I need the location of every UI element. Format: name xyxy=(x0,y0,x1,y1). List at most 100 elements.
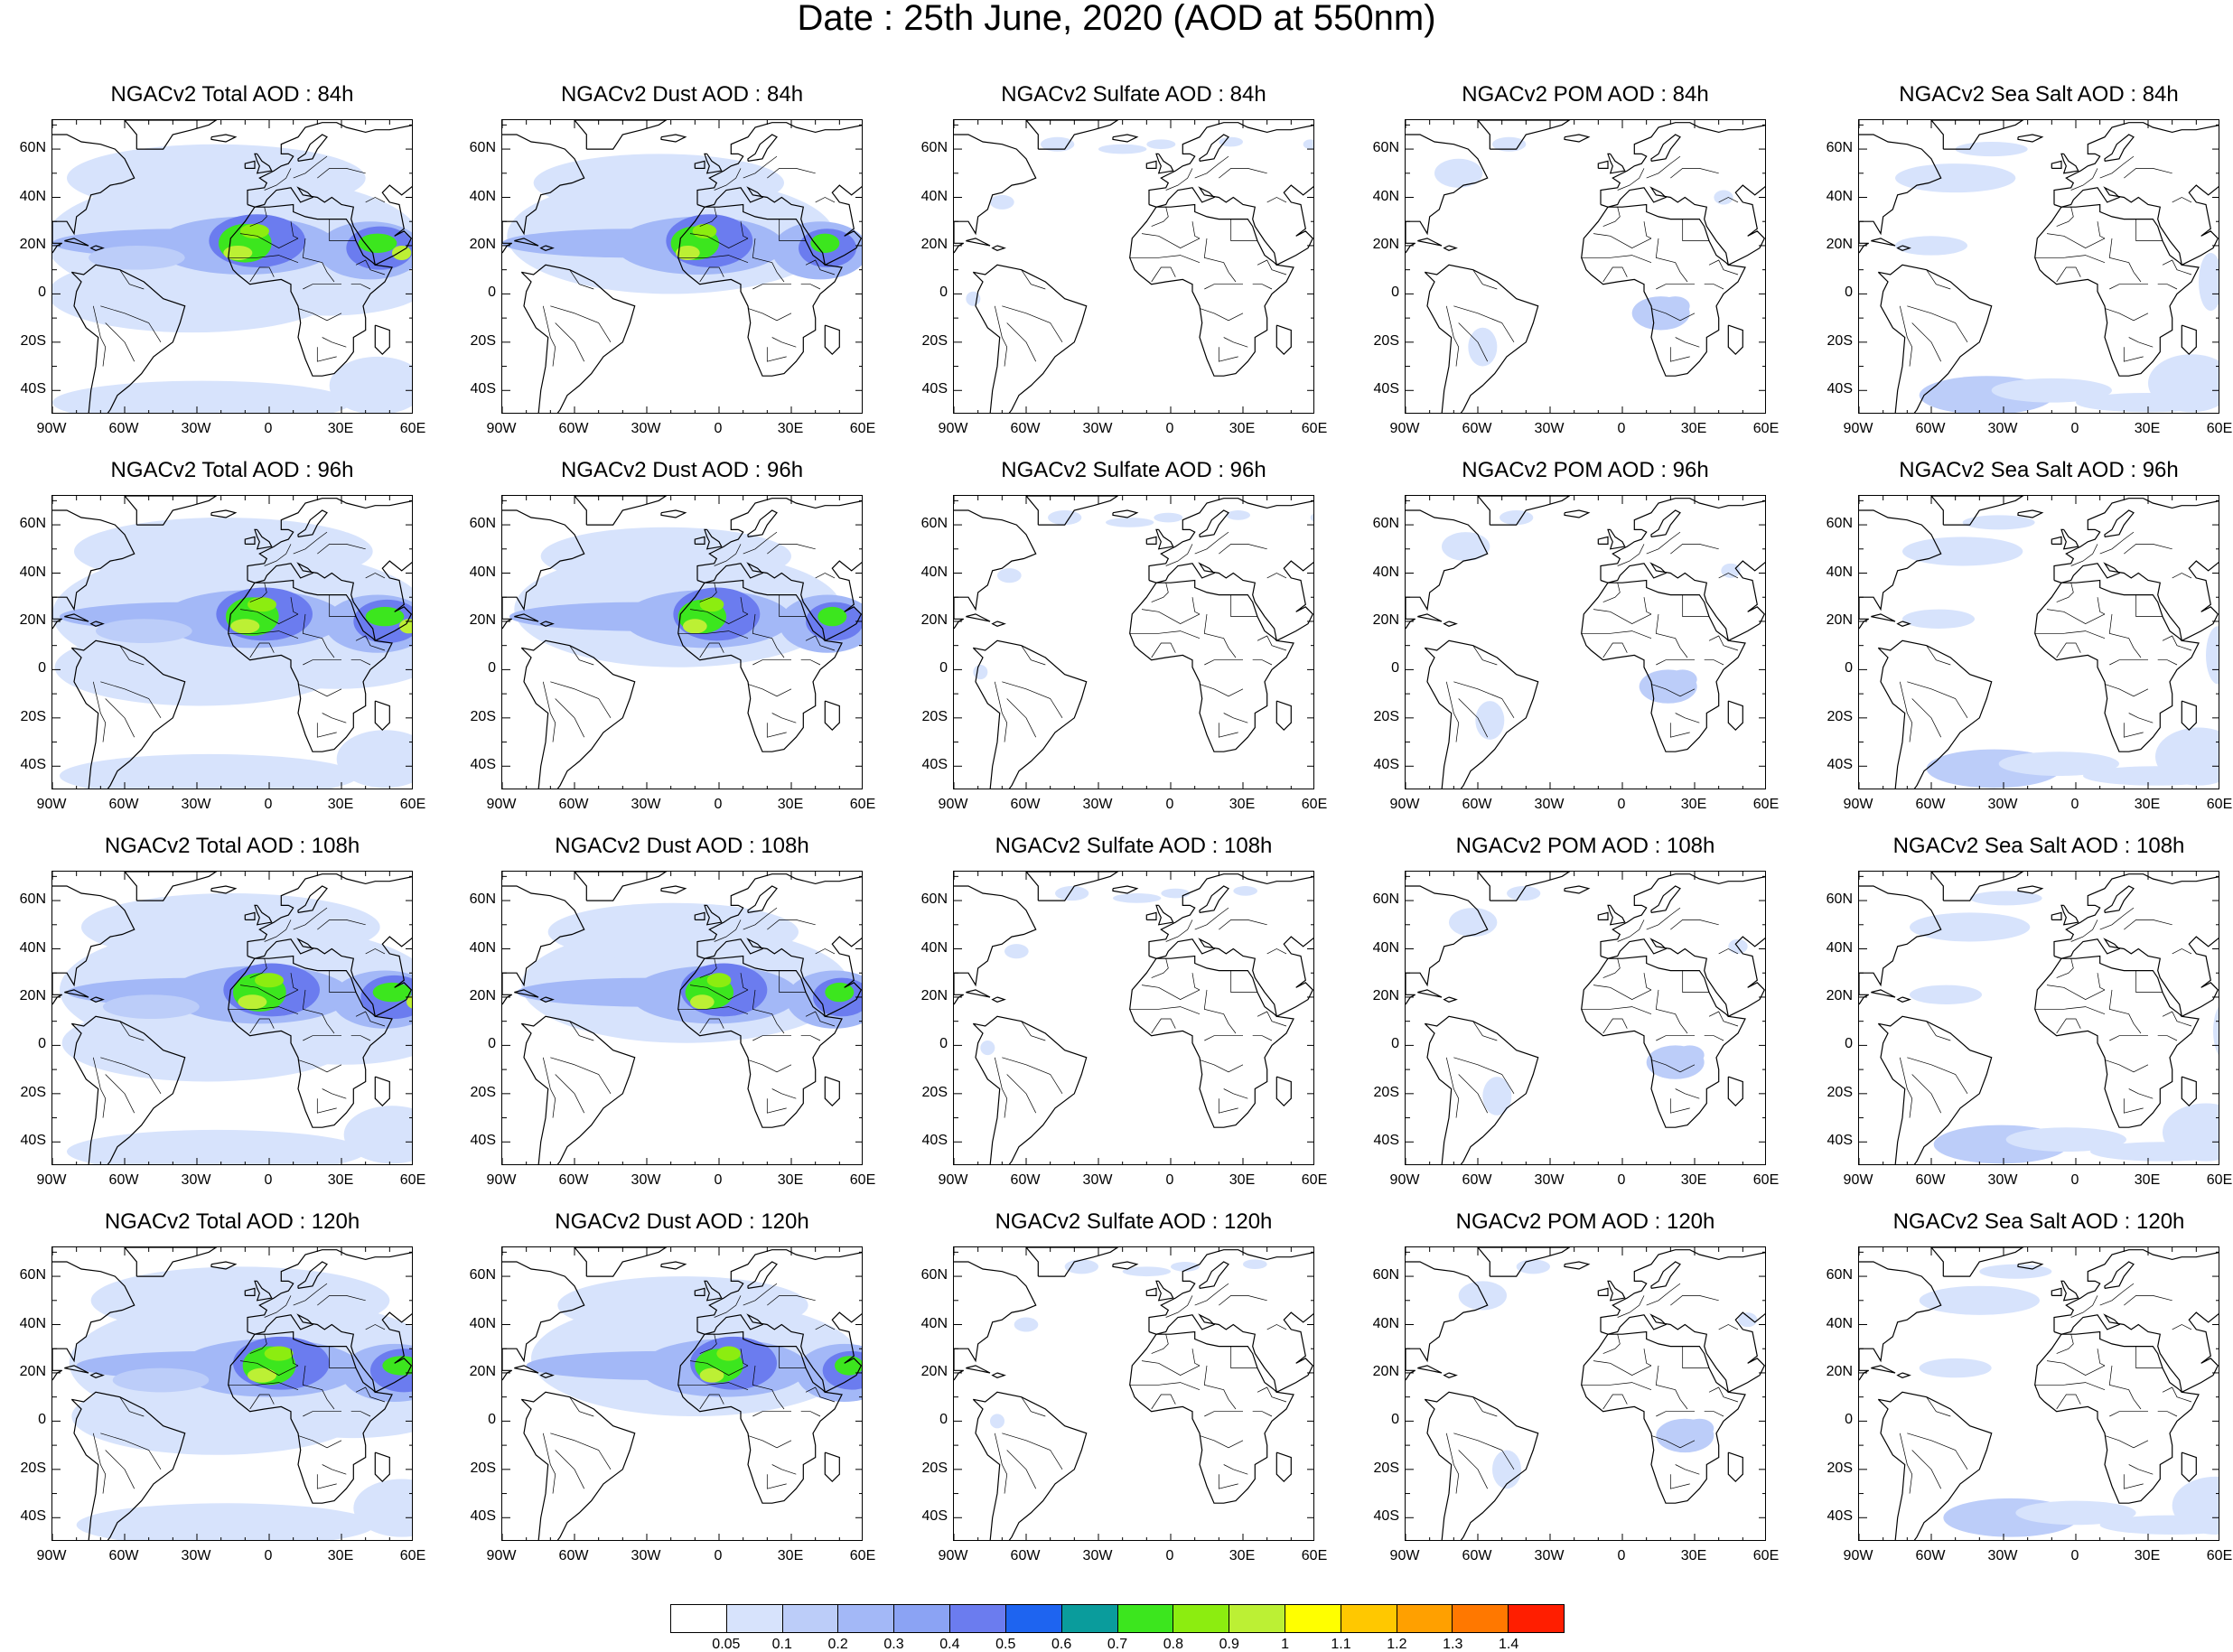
country-border xyxy=(1002,305,1063,342)
lon-tick-label: 30W xyxy=(1534,1172,1565,1188)
aod-contour xyxy=(1675,1045,1705,1065)
aod-contour xyxy=(1055,886,1089,901)
aod-contour xyxy=(1154,512,1183,523)
country-border xyxy=(290,221,299,239)
aod-contour xyxy=(990,194,1014,210)
aod-contour xyxy=(2083,766,2219,786)
country-border xyxy=(1165,1295,1193,1318)
country-border xyxy=(1151,958,1169,978)
lat-tick-label: 60N xyxy=(1372,140,1399,156)
lon-tick-label: 0 xyxy=(1617,797,1626,812)
lon-tick-label: 30E xyxy=(1229,421,1256,436)
country-border xyxy=(2056,1334,2074,1354)
country-border xyxy=(1581,255,1652,264)
coastline xyxy=(1477,872,1571,901)
coastline xyxy=(1155,528,1174,550)
country-border xyxy=(752,1035,791,1041)
country-border xyxy=(1218,347,1238,362)
lat-tick-label: 0 xyxy=(1391,285,1399,301)
lon-tick-label: 60W xyxy=(1915,421,1946,436)
coastline xyxy=(1727,700,1743,732)
country-border xyxy=(1266,573,1287,579)
aod-contour xyxy=(1146,139,1176,150)
country-border xyxy=(2109,1411,2148,1417)
colorbar-label: 0.1 xyxy=(771,1637,792,1652)
aod-contour xyxy=(1919,1358,1992,1378)
country-border xyxy=(355,259,386,275)
country-border xyxy=(1669,1098,1690,1114)
country-border xyxy=(1602,1334,1621,1354)
country-border xyxy=(2070,544,2098,566)
country-border xyxy=(1718,573,1739,579)
map-canvas xyxy=(52,120,412,413)
coastline xyxy=(972,264,1088,413)
aod-contour xyxy=(557,1276,808,1335)
country-border xyxy=(2034,1006,2106,1015)
country-border xyxy=(92,1433,107,1494)
lat-tick-label: 0 xyxy=(488,1036,496,1052)
coastline xyxy=(824,324,840,356)
lon-tick-label: 60E xyxy=(1752,797,1780,812)
country-border xyxy=(1704,659,1724,666)
coastline xyxy=(1877,639,1993,789)
coastline xyxy=(124,872,218,901)
country-border xyxy=(1646,1283,1681,1306)
lon-tick-label: 30W xyxy=(1987,797,2018,812)
lat-tick-label: 40S xyxy=(921,1508,948,1525)
coastline xyxy=(1650,885,1681,913)
country-border xyxy=(743,1283,778,1306)
aod-contour xyxy=(2099,1515,2219,1535)
colorbar-swatch xyxy=(1005,1605,1062,1632)
aod-contour xyxy=(1303,139,1313,150)
country-border xyxy=(1230,594,1257,617)
country-border xyxy=(805,635,836,651)
coastline xyxy=(1025,872,1119,901)
country-border xyxy=(766,1098,787,1114)
country-border xyxy=(1219,919,1267,930)
aod-contour xyxy=(1482,1077,1512,1115)
country-border xyxy=(743,907,778,930)
country-border xyxy=(1656,659,1695,666)
lon-tick-label: 30E xyxy=(2134,421,2161,436)
country-border xyxy=(1021,269,1046,290)
coastline xyxy=(1443,1372,1458,1378)
coastline xyxy=(2017,509,2044,518)
coastline xyxy=(1406,885,1489,1005)
map-canvas xyxy=(954,1247,1313,1540)
coastline xyxy=(1129,955,1294,1128)
coastline xyxy=(2053,122,2219,266)
lon-tick-label: 30E xyxy=(777,421,804,436)
country-border xyxy=(1266,948,1287,955)
country-border xyxy=(2162,259,2192,275)
country-border xyxy=(1194,531,1229,555)
aod-contour xyxy=(255,973,284,988)
panel-title: NGACv2 POM AOD : 108h xyxy=(1455,834,1715,858)
lat-tick-label: 20S xyxy=(921,708,948,724)
country-border xyxy=(2056,958,2074,978)
country-border xyxy=(1670,919,1719,930)
panel-title: NGACv2 POM AOD : 120h xyxy=(1455,1209,1715,1234)
country-border xyxy=(1445,1433,1460,1494)
country-border xyxy=(2034,255,2106,264)
country-border xyxy=(355,1011,386,1027)
coastline xyxy=(502,1261,585,1381)
country-border xyxy=(293,531,328,555)
country-border xyxy=(1708,259,1739,275)
lon-tick-label: 30W xyxy=(181,421,211,436)
lat-tick-label: 0 xyxy=(38,1412,46,1428)
coastline xyxy=(514,989,539,998)
coastline xyxy=(1155,904,1174,926)
colorbar-swatch xyxy=(894,1605,951,1632)
country-border xyxy=(699,583,717,602)
country-border xyxy=(555,1074,585,1114)
country-border xyxy=(1453,1433,1515,1470)
country-border xyxy=(1655,989,1688,1034)
country-border xyxy=(767,168,816,179)
country-border xyxy=(677,1382,749,1391)
lon-tick-label: 90W xyxy=(1843,1172,1873,1188)
coastline xyxy=(696,873,862,1018)
coastline xyxy=(210,1261,238,1270)
coastline xyxy=(972,639,1088,789)
country-border xyxy=(714,1295,742,1318)
coastline xyxy=(1600,873,1765,1018)
